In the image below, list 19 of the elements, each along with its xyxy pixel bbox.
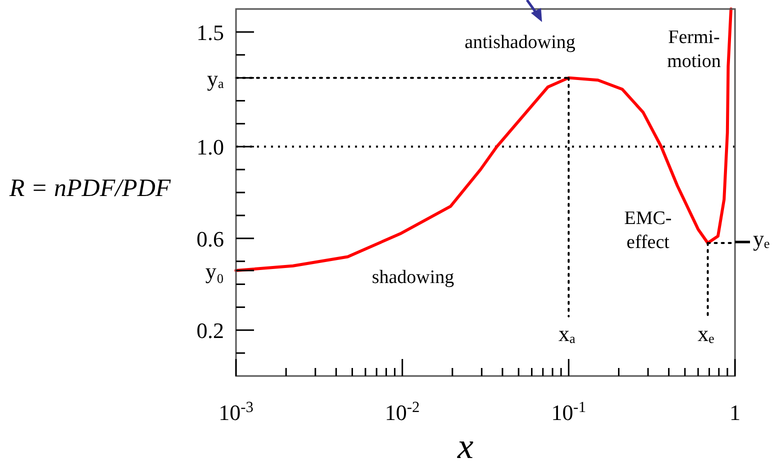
annotation: antishadowing xyxy=(464,32,576,53)
text: yₑ xyxy=(753,226,770,251)
y-tick-label: 1.0 xyxy=(196,134,224,160)
annotation: Fermi- motion xyxy=(667,27,722,72)
x-tick-label: 1 xyxy=(730,400,740,425)
annotation: shadowing xyxy=(372,267,455,288)
y-tick-label: 0.6 xyxy=(196,226,224,252)
annotation: xₑ xyxy=(698,321,715,346)
y-tick-label: 0.2 xyxy=(196,318,224,344)
x-tick-label: 10$^{-2}$ xyxy=(384,398,420,425)
y-axis-title: R = nPDF/PDF xyxy=(8,175,172,202)
annotation: EMC- effect xyxy=(624,208,672,253)
y-tick-label: yₐ xyxy=(206,66,224,91)
y-tick-label: y₀ xyxy=(205,258,224,284)
x-axis-title: x xyxy=(456,426,474,466)
x-tick-label: 10$^{-3}$ xyxy=(218,398,254,425)
annotation: xₐ xyxy=(558,321,576,346)
y-tick-label: 1.5 xyxy=(196,20,224,45)
x-tick-label: 10$^{-1}$ xyxy=(551,398,586,425)
